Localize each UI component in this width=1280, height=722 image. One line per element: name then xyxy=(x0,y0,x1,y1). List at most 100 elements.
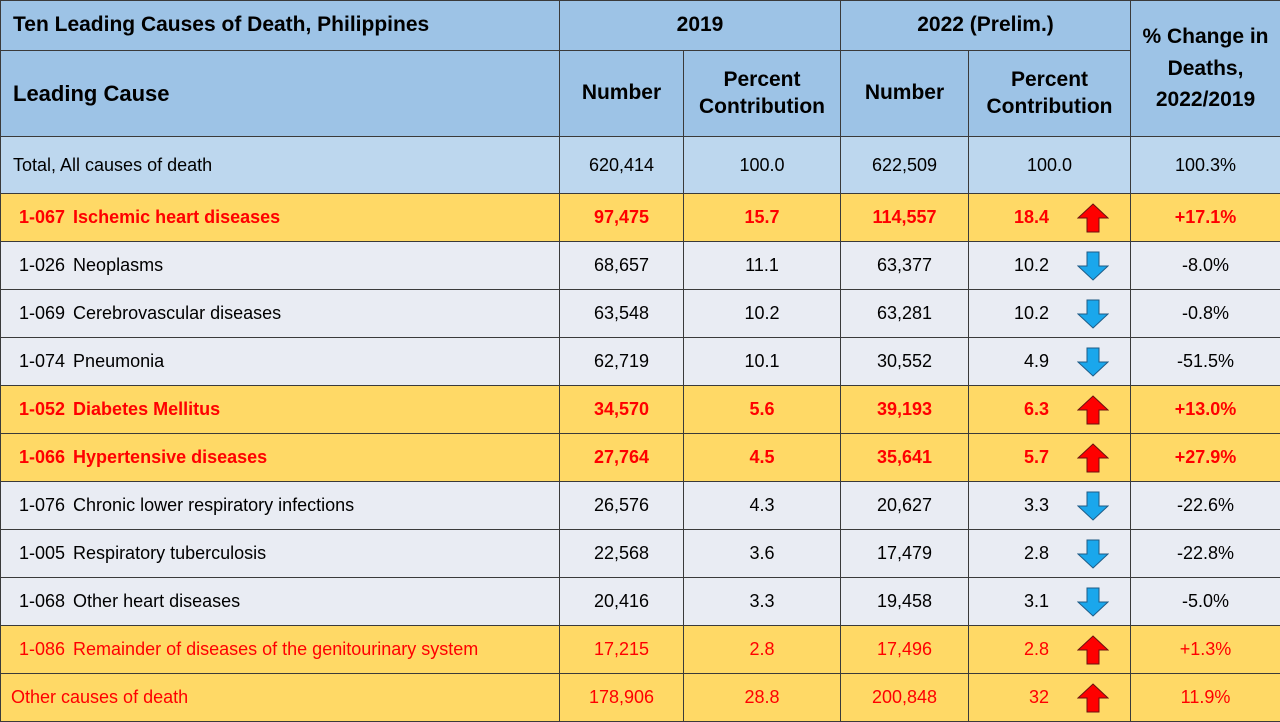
percent-2022-cell: 3.1 xyxy=(969,578,1131,626)
cause-cell: 1-069 Cerebrovascular diseases xyxy=(1,290,560,338)
percent-2019-cell: 5.6 xyxy=(684,386,841,434)
number-2019-cell: 20,416 xyxy=(560,578,684,626)
number-2022-cell: 17,479 xyxy=(841,530,969,578)
cause-cell: Other causes of death xyxy=(1,674,560,722)
change-cell: -5.0% xyxy=(1131,578,1280,626)
change-cell: 100.3% xyxy=(1131,137,1280,194)
number-2019-cell: 62,719 xyxy=(560,338,684,386)
percent-2019-cell: 11.1 xyxy=(684,242,841,290)
number-2022-header: Number xyxy=(841,51,969,137)
number-2022-cell: 17,496 xyxy=(841,626,969,674)
cause-name: Chronic lower respiratory infections xyxy=(73,495,354,515)
percent-2022-cell: 4.9 xyxy=(969,338,1131,386)
change-cell: -0.8% xyxy=(1131,290,1280,338)
change-cell: -51.5% xyxy=(1131,338,1280,386)
percent-2022-value: 5.7 xyxy=(999,447,1049,468)
cause-cell: 1-067 Ischemic heart diseases xyxy=(1,194,560,242)
percent-2022-value: 6.3 xyxy=(999,399,1049,420)
percent-2019-cell: 28.8 xyxy=(684,674,841,722)
cause-name: Pneumonia xyxy=(73,351,164,371)
percent-2019-cell: 10.1 xyxy=(684,338,841,386)
cause-name: Hypertensive diseases xyxy=(73,447,267,467)
table-row: 1-076 Chronic lower respiratory infection… xyxy=(1,482,1280,530)
table-row: 1-086 Remainder of diseases of the genito… xyxy=(1,626,1280,674)
number-2022-cell: 200,848 xyxy=(841,674,969,722)
cause-code: 1-026 xyxy=(19,255,65,276)
change-cell: +27.9% xyxy=(1131,434,1280,482)
number-2022-cell: 622,509 xyxy=(841,137,969,194)
percent-2022-value: 10.2 xyxy=(999,255,1049,276)
number-2022-cell: 114,557 xyxy=(841,194,969,242)
year-2022-header: 2022 (Prelim.) xyxy=(841,1,1131,51)
number-2019-cell: 22,568 xyxy=(560,530,684,578)
number-2019-cell: 34,570 xyxy=(560,386,684,434)
cause-code: 1-069 xyxy=(19,303,65,324)
percent-2019-header: Percent Contribution xyxy=(684,51,841,137)
cause-cell: Total, All causes of death xyxy=(1,137,560,194)
percent-2022-cell: 10.2 xyxy=(969,290,1131,338)
percent-2019-cell: 100.0 xyxy=(684,137,841,194)
number-2019-cell: 63,548 xyxy=(560,290,684,338)
number-2022-cell: 35,641 xyxy=(841,434,969,482)
cause-code: 1-086 xyxy=(19,639,65,660)
table-title: Ten Leading Causes of Death, Philippines xyxy=(1,1,560,51)
cause-name: Diabetes Mellitus xyxy=(73,399,220,419)
cause-name: Respiratory tuberculosis xyxy=(73,543,266,563)
percent-2022-cell: 5.7 xyxy=(969,434,1131,482)
number-2019-cell: 178,906 xyxy=(560,674,684,722)
number-2019-cell: 17,215 xyxy=(560,626,684,674)
percent-2019-cell: 4.3 xyxy=(684,482,841,530)
percent-2022-value: 3.3 xyxy=(999,495,1049,516)
change-cell: -22.6% xyxy=(1131,482,1280,530)
percent-2022-cell: 10.2 xyxy=(969,242,1131,290)
cause-code: 1-005 xyxy=(19,543,65,564)
percent-2022-value: 2.8 xyxy=(999,543,1049,564)
percent-2019-cell: 3.6 xyxy=(684,530,841,578)
percent-2022-header: Percent Contribution xyxy=(969,51,1131,137)
cause-code: 1-052 xyxy=(19,399,65,420)
cause-name: Cerebrovascular diseases xyxy=(73,303,281,323)
change-cell: +17.1% xyxy=(1131,194,1280,242)
cause-cell: 1-052 Diabetes Mellitus xyxy=(1,386,560,434)
percent-2019-cell: 15.7 xyxy=(684,194,841,242)
number-2019-cell: 26,576 xyxy=(560,482,684,530)
change-cell: +13.0% xyxy=(1131,386,1280,434)
change-cell: -8.0% xyxy=(1131,242,1280,290)
number-2019-cell: 620,414 xyxy=(560,137,684,194)
cause-name: Ischemic heart diseases xyxy=(73,207,280,227)
cause-code: 1-068 xyxy=(19,591,65,612)
number-2022-cell: 63,281 xyxy=(841,290,969,338)
cause-cell: 1-026 Neoplasms xyxy=(1,242,560,290)
cause-code: 1-067 xyxy=(19,207,65,228)
cause-name: Neoplasms xyxy=(73,255,163,275)
number-2022-cell: 20,627 xyxy=(841,482,969,530)
cause-name: Remainder of diseases of the genitourina… xyxy=(73,639,478,659)
change-header: % Change in Deaths, 2022/2019 xyxy=(1131,1,1280,137)
number-2019-cell: 97,475 xyxy=(560,194,684,242)
percent-2022-cell: 100.0 xyxy=(969,137,1131,194)
cause-code: 1-066 xyxy=(19,447,65,468)
percent-2022-value: 2.8 xyxy=(999,639,1049,660)
cause-code: 1-076 xyxy=(19,495,65,516)
percent-2019-cell: 2.8 xyxy=(684,626,841,674)
cause-cell: 1-086 Remainder of diseases of the genito… xyxy=(1,626,560,674)
table-row-total: Total, All causes of death 620,414 100.0… xyxy=(1,137,1280,194)
change-cell: +1.3% xyxy=(1131,626,1280,674)
cause-name: Other causes of death xyxy=(11,687,188,707)
number-2019-cell: 27,764 xyxy=(560,434,684,482)
percent-2019-cell: 3.3 xyxy=(684,578,841,626)
year-2019-header: 2019 xyxy=(560,1,841,51)
percent-2022-cell: 2.8 xyxy=(969,626,1131,674)
number-2019-header: Number xyxy=(560,51,684,137)
number-2022-cell: 63,377 xyxy=(841,242,969,290)
percent-2022-cell: 3.3 xyxy=(969,482,1131,530)
